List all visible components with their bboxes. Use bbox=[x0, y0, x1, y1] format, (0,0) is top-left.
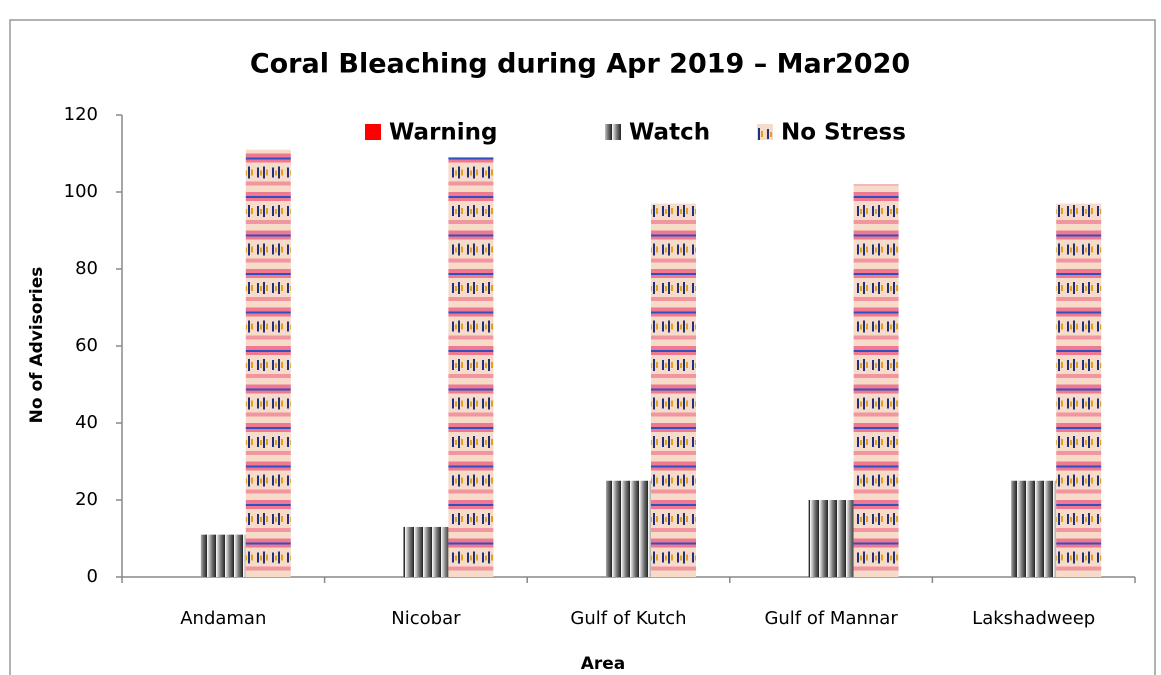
chart-title: Coral Bleaching during Apr 2019 – Mar202… bbox=[250, 49, 910, 80]
y-tick-label: 80 bbox=[75, 258, 98, 279]
bar bbox=[200, 534, 246, 577]
legend-label: No Stress bbox=[781, 120, 906, 146]
bar bbox=[606, 480, 651, 577]
y-axis-label: No of Advisories bbox=[27, 267, 47, 424]
bar bbox=[1011, 480, 1057, 577]
x-tick-label: Gulf of Mannar bbox=[764, 608, 898, 629]
x-tick-label: Lakshadweep bbox=[972, 608, 1095, 629]
bar bbox=[403, 526, 449, 577]
bar bbox=[1056, 203, 1102, 578]
bar bbox=[448, 157, 494, 577]
y-tick-label: 40 bbox=[75, 412, 98, 433]
y-tick-label: 20 bbox=[75, 489, 98, 510]
y-tick-label: 120 bbox=[64, 104, 98, 125]
x-tick-label: Gulf of Kutch bbox=[570, 608, 686, 629]
legend-swatch bbox=[757, 124, 773, 140]
bar bbox=[245, 149, 291, 577]
bar bbox=[853, 184, 899, 578]
x-tick-label: Andaman bbox=[180, 608, 266, 629]
y-tick-label: 100 bbox=[64, 181, 98, 202]
x-tick-label: Nicobar bbox=[391, 608, 461, 629]
y-tick-label: 0 bbox=[87, 566, 98, 587]
legend-swatch bbox=[365, 124, 381, 140]
bar bbox=[651, 203, 696, 578]
y-tick-label: 60 bbox=[75, 335, 98, 356]
legend-swatch bbox=[605, 124, 621, 140]
legend-label: Warning bbox=[389, 120, 498, 146]
x-axis-label: Area bbox=[581, 654, 626, 674]
bar bbox=[808, 500, 854, 577]
legend-label: Watch bbox=[629, 120, 710, 146]
